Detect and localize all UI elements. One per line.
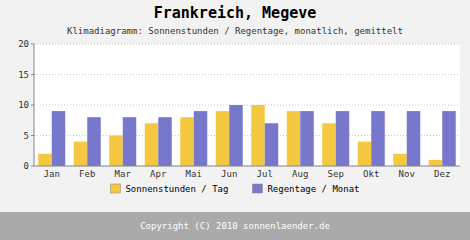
x-tick-label: Okt [363, 169, 379, 179]
background [0, 0, 470, 240]
bar [429, 160, 442, 166]
grid-line [34, 74, 460, 75]
bar [87, 117, 100, 166]
x-tick-label: Sep [328, 169, 344, 179]
grid-line [34, 166, 460, 167]
bar [74, 142, 87, 166]
bar [109, 136, 122, 167]
bar [393, 154, 406, 166]
bars [38, 105, 455, 166]
bar [158, 117, 171, 166]
legend-label: Regentage / Monat [267, 184, 359, 194]
bar [145, 123, 158, 166]
bar [442, 111, 455, 166]
y-tick-label: 20 [18, 39, 29, 49]
bar [407, 111, 420, 166]
bar [38, 154, 51, 166]
bar [52, 111, 65, 166]
grid-line [34, 105, 460, 106]
y-tick-label: 0 [24, 161, 29, 171]
bar [194, 111, 207, 166]
bar [371, 111, 384, 166]
grid-line [34, 44, 460, 45]
bar [265, 123, 278, 166]
subtitle: Klimadiagramm: Sonnenstunden / Regentage… [67, 26, 403, 36]
bar [300, 111, 313, 166]
bar [322, 123, 335, 166]
bar [251, 105, 264, 166]
bar [229, 105, 242, 166]
y-tick-label: 15 [18, 70, 29, 80]
bar [216, 111, 229, 166]
bar [123, 117, 136, 166]
x-tick-label: Jul [257, 169, 273, 179]
copyright: Copyright (C) 2010 sonnenlaender.de [140, 221, 330, 231]
legend: Sonnenstunden / Tag Regentage / Monat [110, 184, 359, 194]
bar [336, 111, 349, 166]
chart: Frankreich, Megeve Klimadiagramm: Sonnens… [0, 0, 470, 240]
x-tick-label: Jan [44, 169, 60, 179]
y-tick-label: 5 [24, 131, 29, 141]
y-axis [34, 44, 35, 166]
plot-area [34, 44, 460, 166]
bar [358, 142, 371, 166]
copyright-bar [0, 212, 470, 240]
x-tick-label: Apr [150, 169, 167, 179]
legend-swatch [252, 184, 262, 193]
legend-swatch [110, 184, 120, 193]
legend-label: Sonnenstunden / Tag [125, 184, 228, 194]
title: Frankreich, Megeve [154, 4, 317, 22]
x-axis [34, 166, 460, 167]
x-tick-label: Mar [115, 169, 132, 179]
x-tick-label: Aug [292, 169, 308, 179]
grid [34, 44, 460, 166]
x-tick-label: Dez [434, 169, 450, 179]
x-tick-label: Jun [221, 169, 237, 179]
x-tick-label: Mai [186, 169, 202, 179]
x-tick-label: Feb [79, 169, 95, 179]
x-tick-label: Nov [399, 169, 415, 179]
y-tick-label: 10 [18, 100, 29, 110]
bar [180, 117, 193, 166]
bar [287, 111, 300, 166]
